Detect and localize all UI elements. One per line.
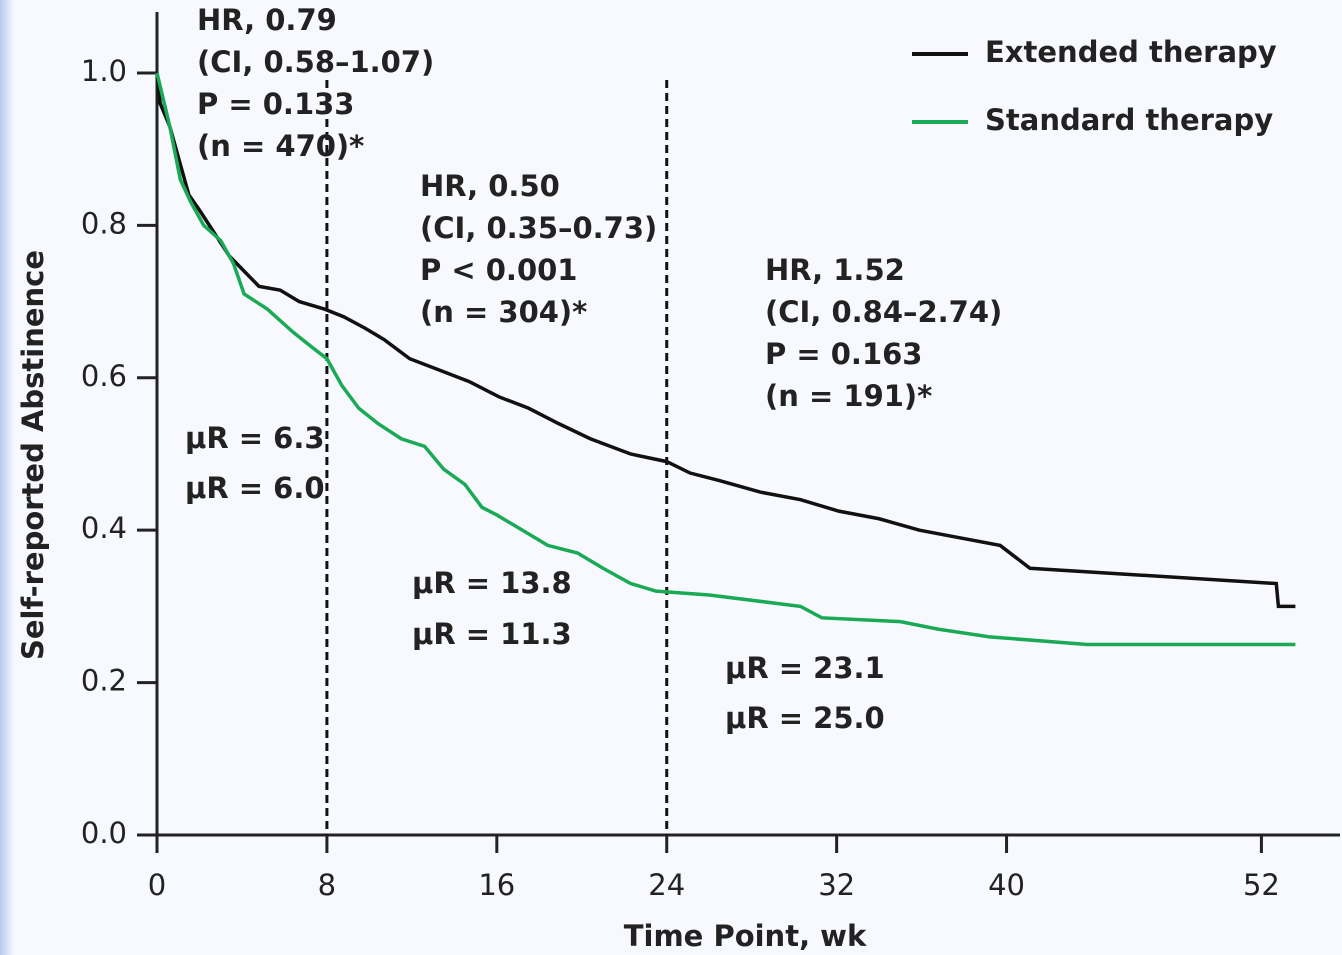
x-tick-label: 16 [478,868,515,902]
y-tick-label: 0.8 [81,206,127,240]
annotation: (CI, 0.84–2.74) [765,295,1002,329]
annotation: HR, 1.52 [765,253,905,287]
annotation: HR, 0.79 [197,3,337,37]
annotation: μR = 23.1 [725,651,885,685]
annotation: P < 0.001 [420,253,577,287]
y-tick-label: 0.4 [81,511,127,545]
y-tick-label: 0.6 [81,359,127,393]
annotation: HR, 0.50 [420,169,560,203]
y-axis-label: Self-reported Abstinence [16,250,50,660]
x-tick-label: 24 [648,868,685,902]
legend-label: Extended therapy [985,35,1277,69]
x-tick-label: 0 [148,868,166,902]
annotation: P = 0.163 [765,337,922,371]
x-tick-label: 32 [818,868,855,902]
annotation: (n = 304)* [420,295,587,329]
annotation: μR = 13.8 [412,566,572,600]
x-tick-label: 8 [318,868,336,902]
annotation: (CI, 0.35–0.73) [420,211,657,245]
x-axis-label: Time Point, wk [624,919,867,953]
annotation: μR = 25.0 [725,701,885,735]
x-tick-label: 40 [988,868,1025,902]
y-tick-label: 1.0 [81,54,127,88]
legend-label: Standard therapy [985,103,1273,137]
annotation: (n = 470)* [197,129,364,163]
x-tick-label: 52 [1243,868,1280,902]
y-tick-label: 0.2 [81,664,127,698]
annotation: μR = 11.3 [412,617,572,651]
annotation: P = 0.133 [197,87,354,121]
annotation: (n = 191)* [765,379,932,413]
annotation: (CI, 0.58–1.07) [197,45,434,79]
annotation: μR = 6.3 [185,421,325,455]
y-tick-label: 0.0 [81,816,127,850]
annotation: μR = 6.0 [185,471,325,505]
edge-strip [0,0,14,955]
series-line [155,72,1296,647]
